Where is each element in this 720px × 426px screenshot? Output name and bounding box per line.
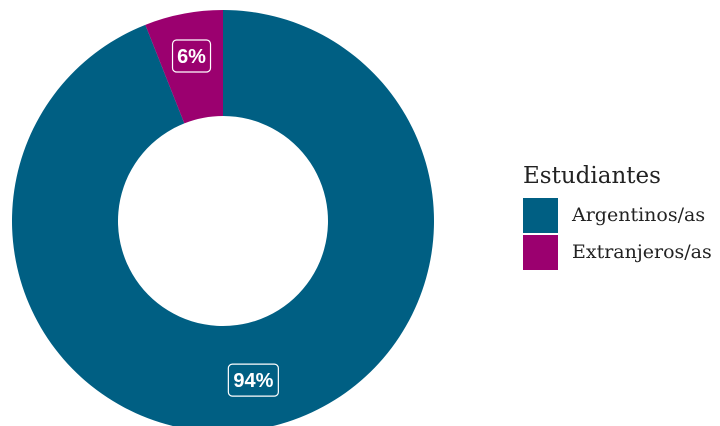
data-label-1: 6% xyxy=(171,39,212,73)
legend-title: Estudiantes xyxy=(523,163,661,189)
data-label-box xyxy=(227,363,279,397)
data-label-0: 94% xyxy=(227,363,279,397)
slice-extranjeros-as xyxy=(145,10,223,124)
data-label-text: 6% xyxy=(177,46,206,68)
legend-label-extranjeros: Extranjeros/as xyxy=(572,241,712,263)
data-label-text: 94% xyxy=(233,370,273,392)
slice-argentinos-as xyxy=(12,10,434,426)
donut-chart: 94% 6% xyxy=(12,10,434,426)
legend-item-extranjeros: Extranjeros/as xyxy=(523,234,712,270)
legend-swatch-extranjeros xyxy=(523,234,558,270)
legend-item-argentinos: Argentinos/as xyxy=(523,197,712,233)
data-label-box xyxy=(171,39,212,73)
legend: Estudiantes Argentinos/as Extranjeros/as xyxy=(523,163,712,271)
legend-swatch-argentinos xyxy=(523,197,558,233)
legend-label-argentinos: Argentinos/as xyxy=(572,204,706,226)
